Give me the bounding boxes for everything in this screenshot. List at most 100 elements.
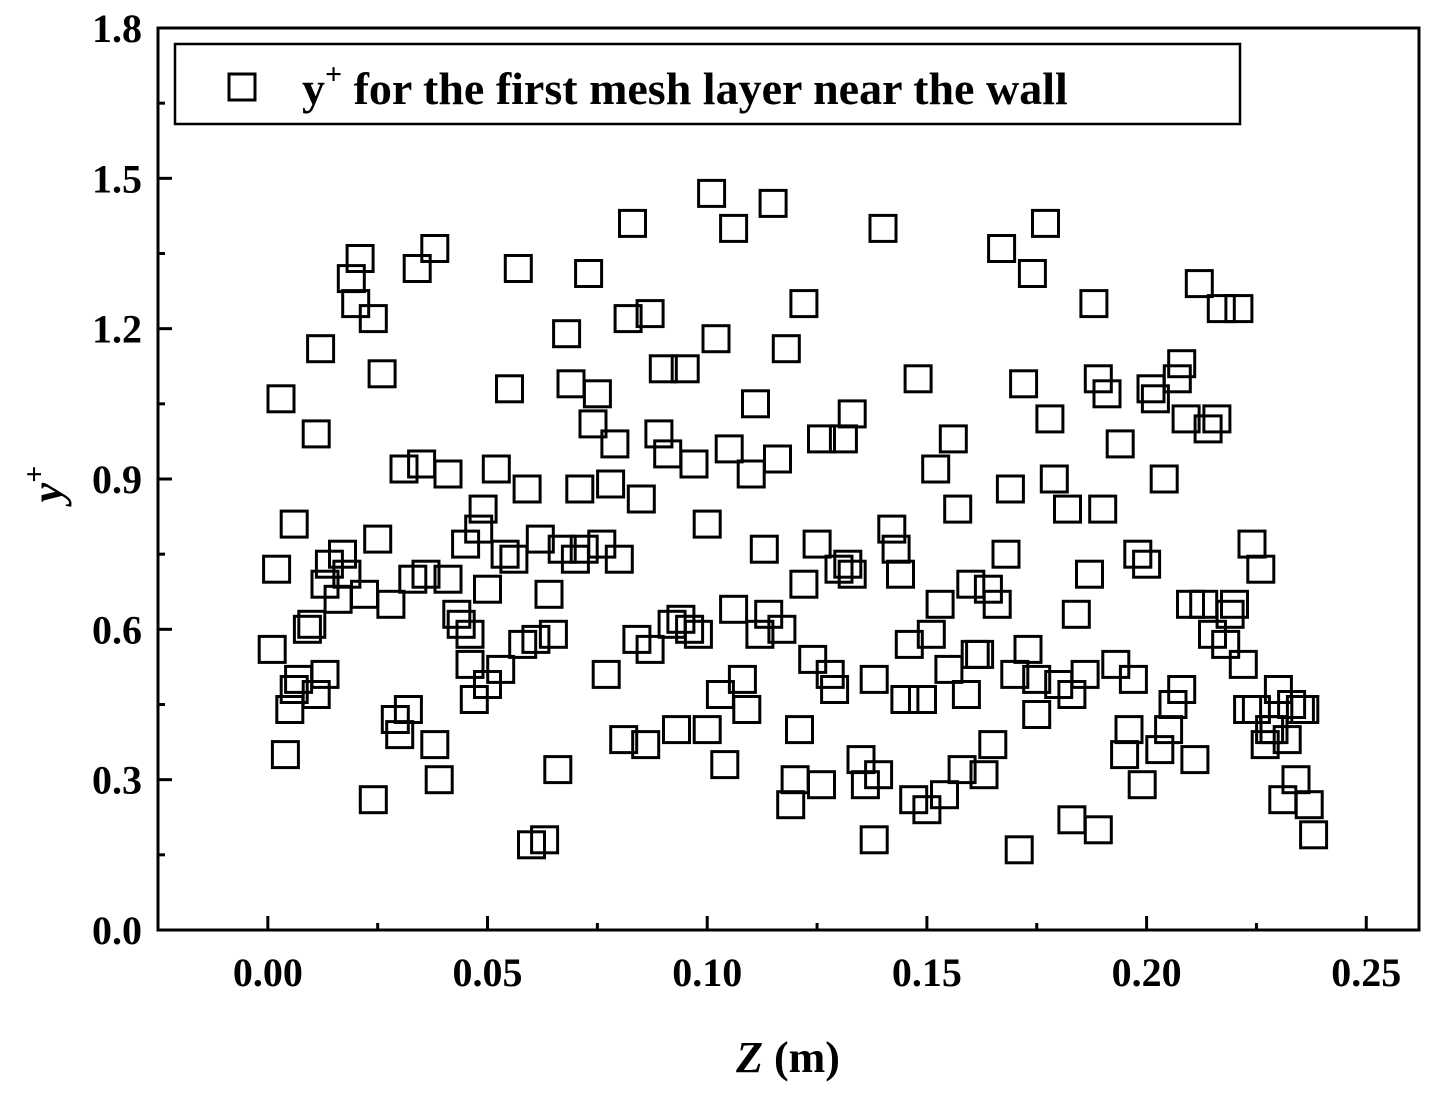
data-point (1092, 379, 1122, 409)
data-point (859, 825, 889, 855)
x-minor-ticks (376, 923, 1258, 930)
data-point (582, 379, 612, 409)
data-point (692, 509, 722, 539)
data-point (1017, 259, 1047, 288)
y-axis-title-var: y (23, 482, 72, 507)
data-point (692, 715, 722, 745)
data-point (987, 234, 1017, 263)
data-point (837, 399, 867, 429)
y-tick-label: 0.6 (92, 607, 142, 652)
data-point (512, 474, 542, 504)
data-point (604, 544, 634, 574)
data-point (908, 685, 937, 714)
data-point (644, 419, 674, 449)
data-point (719, 213, 749, 243)
data-point (938, 424, 968, 454)
data-point (1140, 384, 1170, 414)
y-axis-ticks: 0.0 0.3 0.6 0.9 1.2 1.5 1.8 (92, 6, 172, 953)
data-point (433, 564, 463, 594)
x-axis-title-unit: (m) (763, 1033, 840, 1082)
data-point (402, 254, 432, 283)
data-points (257, 178, 1329, 865)
data-point (648, 354, 678, 384)
data-point (767, 614, 797, 644)
data-point (1083, 364, 1113, 394)
data-point (376, 589, 406, 619)
data-point (1206, 294, 1236, 324)
data-point (538, 619, 568, 649)
data-point (653, 439, 683, 469)
data-point (780, 765, 810, 795)
data-point (332, 559, 362, 589)
data-point (411, 559, 441, 589)
data-point (1053, 494, 1082, 524)
data-point (1118, 664, 1148, 694)
data-point (815, 659, 845, 689)
data-point (1202, 404, 1232, 434)
data-point (1101, 649, 1131, 679)
data-point (1224, 294, 1254, 324)
data-point (596, 469, 626, 499)
y-tick-label: 0.9 (92, 457, 142, 502)
data-point (1184, 269, 1214, 299)
data-point (600, 429, 630, 459)
data-point (420, 730, 450, 760)
data-point (1171, 404, 1201, 434)
data-point (1167, 349, 1197, 379)
data-point (1022, 700, 1052, 729)
y-tick-label: 0.0 (92, 908, 142, 953)
data-point (1180, 745, 1210, 775)
data-point (574, 259, 604, 288)
data-point (710, 750, 740, 780)
data-point (1220, 589, 1249, 619)
y-tick-label: 1.8 (92, 6, 142, 51)
legend: y+ for the first mesh layer near the wal… (173, 42, 1242, 126)
data-point (1057, 805, 1087, 835)
data-point (736, 459, 766, 489)
legend-box (173, 42, 1242, 126)
data-point (982, 589, 1012, 619)
data-point (301, 419, 331, 449)
data-point (358, 785, 388, 815)
data-point (877, 514, 907, 544)
data-point (275, 695, 305, 724)
data-point (776, 790, 806, 820)
data-point (912, 795, 942, 825)
data-point (464, 514, 494, 544)
x-axis-title: Z (m) (735, 1033, 840, 1082)
data-point (1070, 659, 1100, 689)
data-point (727, 664, 757, 694)
data-point (705, 680, 735, 709)
data-point (1246, 554, 1276, 584)
data-point (587, 529, 617, 559)
data-point (1004, 835, 1034, 865)
data-point (1088, 494, 1118, 524)
data-point (560, 544, 590, 574)
data-point (367, 359, 397, 389)
data-point (1022, 664, 1052, 694)
data-point (1079, 289, 1109, 319)
data-point (864, 760, 894, 790)
data-point (393, 695, 423, 724)
data-point (886, 559, 915, 589)
data-point (943, 494, 973, 524)
data-point (1035, 404, 1065, 434)
data-point (1123, 539, 1153, 569)
data-point (789, 289, 819, 319)
data-point (789, 569, 819, 599)
data-point (420, 234, 450, 263)
legend-marker (227, 72, 257, 102)
data-point (328, 539, 357, 569)
data-point (310, 659, 340, 689)
data-point (534, 579, 564, 609)
data-point (745, 619, 775, 649)
data-point (771, 334, 801, 364)
data-point (1215, 599, 1245, 629)
data-point (446, 609, 476, 639)
legend-label: y+ for the first mesh layer near the wal… (302, 58, 1068, 114)
data-point (719, 594, 749, 624)
data-point (499, 544, 529, 574)
data-point (266, 384, 296, 414)
data-point (569, 534, 599, 564)
data-point (1132, 549, 1162, 579)
